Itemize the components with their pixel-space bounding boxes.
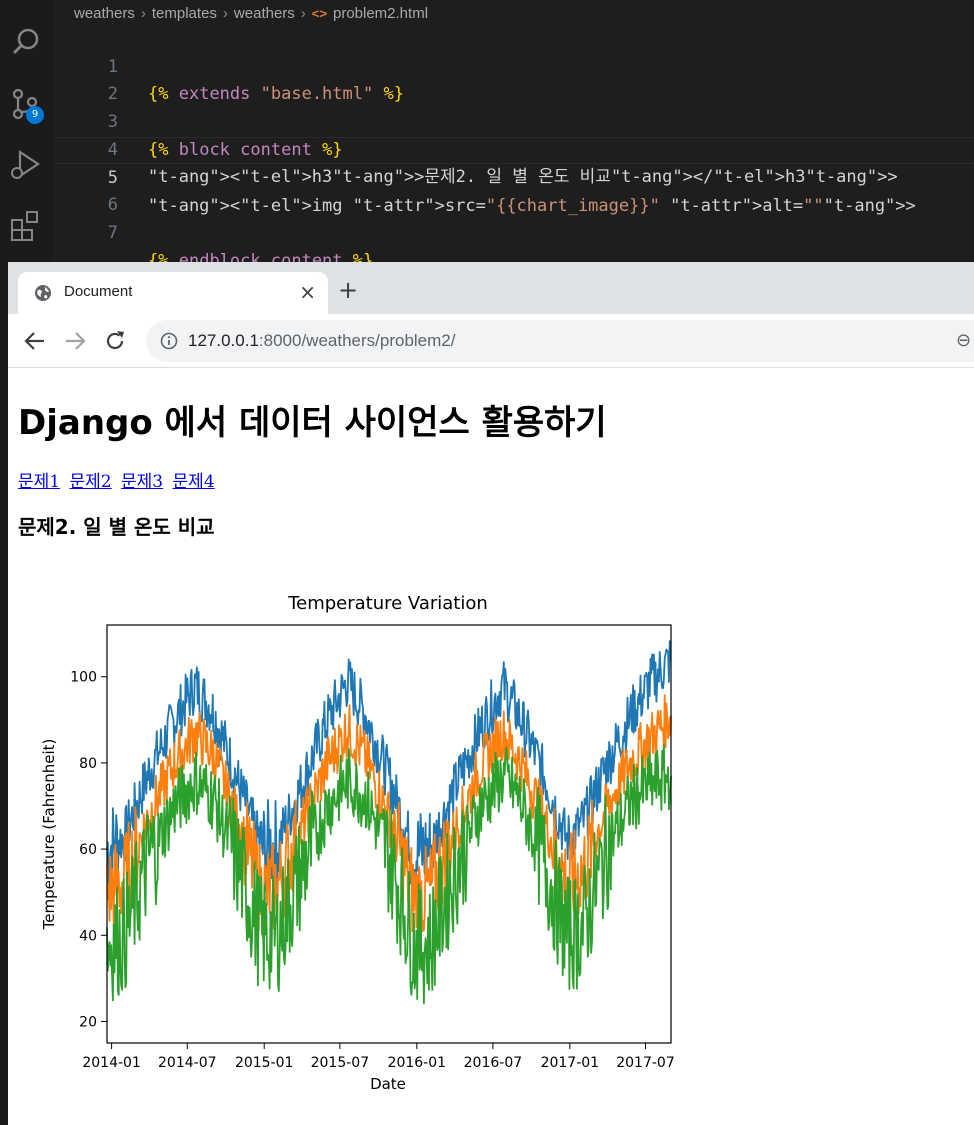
x-tick-label: 2017-01: [541, 1055, 600, 1071]
globe-icon: [35, 285, 51, 301]
chevron-right-icon: ›: [222, 4, 228, 22]
code-line[interactable]: 4 "t-ang"><"t-el">h3"t-ang">>문제2. 일 별 온도…: [54, 109, 974, 188]
link-problem4[interactable]: 문제4: [172, 472, 215, 492]
search-icon[interactable]: [8, 24, 44, 60]
browser-window: Document × + 127.0.0.1:8000/weathers/pro…: [8, 262, 974, 1125]
y-axis-label: Temperature (Fahrenheit): [40, 739, 58, 931]
scm-badge: 9: [26, 106, 44, 124]
y-tick-label: 60: [79, 842, 97, 858]
page-content: Django 에서 데이터 사이언스 활용하기 문제1 문제2 문제3 문제4 …: [8, 369, 974, 1125]
forward-arrow-icon[interactable]: [62, 328, 88, 354]
temperature-series-1: [106, 640, 672, 893]
zoom-icon[interactable]: ⊖: [956, 330, 972, 351]
reload-icon[interactable]: [102, 328, 128, 354]
run-debug-icon[interactable]: [8, 146, 44, 182]
tab-strip: Document × +: [8, 262, 974, 314]
x-tick-label: 2015-07: [311, 1055, 370, 1071]
code-text: "t-ang"><"t-el">img "t-attr">src="{{char…: [148, 196, 916, 217]
chart-title: Temperature Variation: [287, 593, 488, 614]
breadcrumb: weathers › templates › weathers › <> pro…: [74, 3, 428, 23]
x-tick-label: 2015-01: [235, 1055, 294, 1071]
url-path: :8000/weathers/problem2/: [258, 331, 456, 350]
link-problem2[interactable]: 문제2: [69, 472, 112, 492]
code-lines: 1 {% extends "base.html" %} 2 3 {% block…: [54, 26, 974, 271]
breadcrumb-item[interactable]: weathers: [233, 4, 295, 22]
back-arrow-icon[interactable]: [22, 328, 48, 354]
line-number: 2: [107, 84, 118, 105]
new-tab-button[interactable]: +: [338, 276, 359, 304]
plot-area: [106, 640, 672, 1005]
browser-toolbar: 127.0.0.1:8000/weathers/problem2/ ⊖: [8, 314, 974, 368]
code-line[interactable]: 3 {% block content %}: [54, 81, 974, 160]
html-file-icon: <>: [311, 5, 327, 21]
breadcrumb-item[interactable]: weathers: [74, 4, 135, 22]
link-problem3[interactable]: 문제3: [121, 472, 164, 492]
plot-frame: [106, 624, 672, 1044]
problem-links: 문제1 문제2 문제3 문제4: [18, 467, 219, 492]
window-edge: [0, 262, 8, 1125]
line-number: 6: [107, 195, 118, 216]
info-icon[interactable]: [160, 332, 178, 350]
code-line[interactable]: 2: [54, 54, 974, 104]
chevron-right-icon: ›: [140, 4, 146, 22]
temperature-series-3: [106, 743, 672, 1005]
line-number: 1: [107, 56, 118, 77]
x-tick-label: 2016-07: [464, 1055, 523, 1071]
breadcrumb-item[interactable]: templates: [151, 4, 217, 22]
line-number: 4: [107, 139, 118, 160]
code-line-current[interactable]: 5 "t-ang"><"t-el">img "t-attr">src="{{ch…: [54, 136, 974, 216]
activity-bar: 9: [0, 0, 54, 262]
code-editor[interactable]: weathers › templates › weathers › <> pro…: [54, 0, 974, 271]
y-tick-label: 80: [79, 756, 97, 772]
x-tick-label: 2016-01: [388, 1055, 447, 1071]
temperature-chart: Temperature Variation 2014-01 2014-07 2015…: [40, 593, 675, 1093]
extensions-icon[interactable]: [8, 208, 44, 244]
page-title: Django 에서 데이터 사이언스 활용하기: [18, 403, 607, 443]
y-tick-label: 100: [70, 670, 97, 686]
y-tick-label: 20: [79, 1014, 97, 1030]
line-number: 3: [107, 112, 118, 133]
section-title: 문제2. 일 별 온도 비교: [18, 515, 215, 539]
link-problem1[interactable]: 문제1: [18, 472, 61, 492]
code-text: {% extends "base.html" %}: [148, 84, 404, 105]
code-text: "t-ang"><"t-el">h3"t-ang">>문제2. 일 별 온도 비…: [148, 167, 898, 188]
chevron-right-icon: ›: [300, 4, 306, 22]
url-text[interactable]: 127.0.0.1:8000/weathers/problem2/: [188, 331, 455, 351]
code-text: {% block content %}: [148, 139, 343, 160]
code-line[interactable]: 1 {% extends "base.html" %}: [54, 26, 974, 105]
x-tick-label: 2014-07: [158, 1055, 217, 1071]
breadcrumb-item[interactable]: problem2.html: [332, 4, 429, 22]
x-axis-label: Date: [370, 1075, 406, 1093]
y-tick-label: 40: [79, 928, 97, 944]
y-axis: 20 40 60 80 100: [70, 670, 107, 1030]
url-host: 127.0.0.1: [188, 331, 259, 350]
tab-title: Document: [64, 283, 133, 300]
x-tick-label: 2014-01: [82, 1055, 141, 1071]
code-line[interactable]: 6: [54, 164, 974, 215]
line-number: 5: [107, 168, 118, 189]
code-line[interactable]: 7 {% endblock content %}: [54, 192, 974, 271]
line-number: 7: [107, 222, 118, 243]
temperature-series-2: [106, 694, 672, 943]
close-icon[interactable]: ×: [299, 280, 316, 304]
x-axis: 2014-01 2014-07 2015-01 2015-07 2016-01 2016-…: [82, 1043, 675, 1071]
x-tick-label: 2017-07: [616, 1055, 675, 1071]
address-bar[interactable]: 127.0.0.1:8000/weathers/problem2/ ⊖: [146, 320, 974, 362]
tab-document[interactable]: Document ×: [18, 272, 328, 314]
